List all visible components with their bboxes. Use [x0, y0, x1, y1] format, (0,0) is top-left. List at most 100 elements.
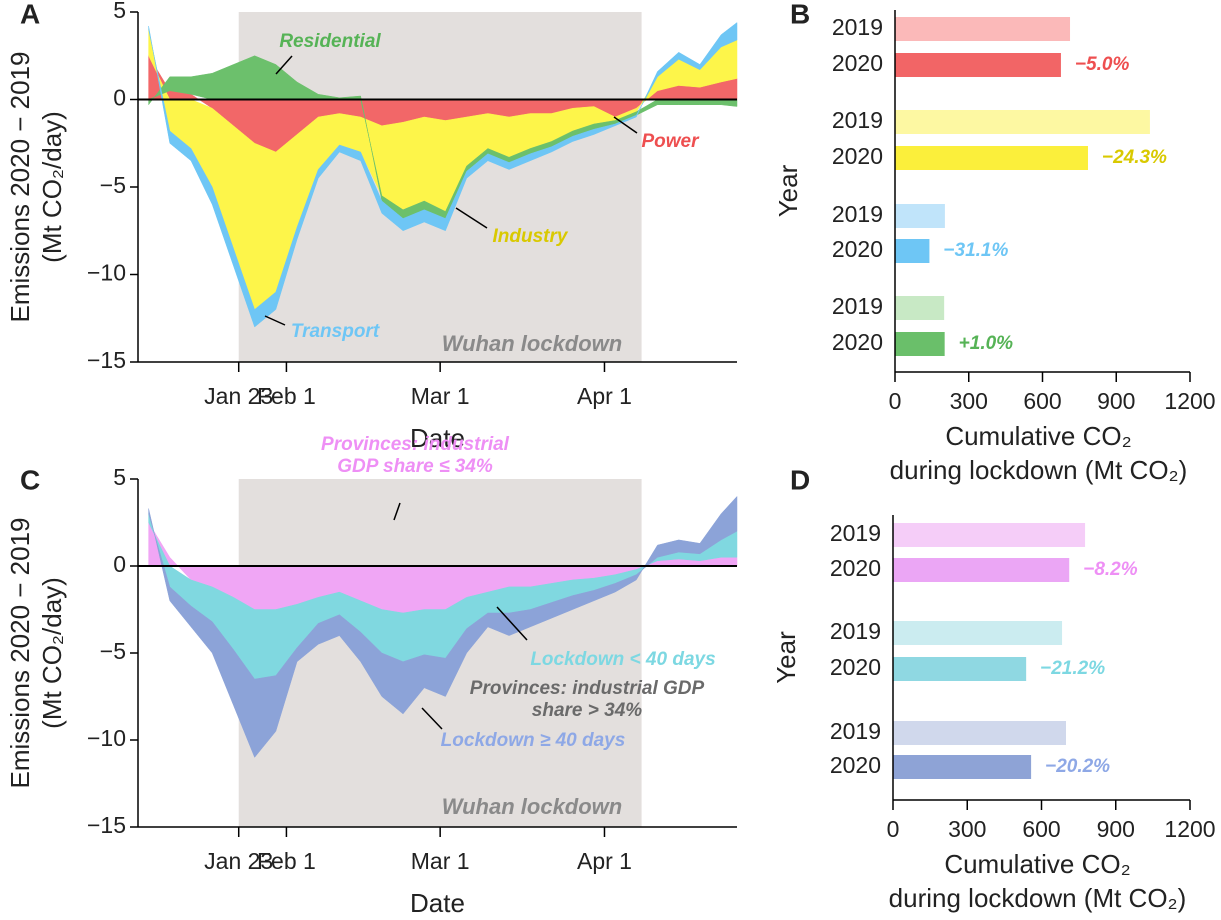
- shade-label: Wuhan lockdown: [442, 331, 622, 356]
- category-label: 2020: [832, 143, 883, 169]
- shade-label: Wuhan lockdown: [442, 794, 622, 819]
- leader-line: [496, 606, 528, 641]
- x-tick-label: 900: [1097, 816, 1135, 842]
- panel-letter: D: [790, 464, 810, 495]
- x-tick-label: Apr 1: [577, 383, 632, 409]
- category-label: 2019: [832, 293, 883, 319]
- change-label: −24.3%: [1102, 147, 1167, 168]
- y-tick-label: −5: [100, 172, 126, 198]
- x-tick-label: 600: [1022, 816, 1060, 842]
- panel-letter: C: [20, 464, 40, 495]
- bar: [895, 239, 930, 263]
- category-label: 2020: [830, 555, 881, 581]
- bar: [895, 53, 1061, 77]
- category-label: 2019: [832, 107, 883, 133]
- bar: [893, 558, 1070, 582]
- group-label: Provinces: industrial GDP share > 34%: [469, 678, 705, 721]
- y-tick-label: 5: [113, 464, 126, 490]
- series-label: Lockdown ≥ 40 days: [441, 730, 626, 751]
- category-label: 2020: [832, 50, 883, 76]
- change-label: −5.0%: [1075, 54, 1130, 75]
- y-axis-label: Year: [771, 631, 801, 684]
- x-tick-label: Feb 1: [257, 383, 316, 409]
- panel-letter: A: [20, 0, 40, 29]
- y-tick-label: −15: [87, 812, 126, 838]
- panel-letter: B: [790, 0, 810, 29]
- y-tick-label: 0: [113, 551, 126, 577]
- category-label: 2019: [832, 14, 883, 40]
- x-axis-label: Date: [410, 888, 465, 918]
- y-tick-label: −15: [87, 347, 126, 373]
- x-tick-label: 1200: [1164, 816, 1215, 842]
- y-tick-label: −10: [87, 260, 126, 286]
- change-label: −20.2%: [1045, 756, 1110, 777]
- x-tick-label: 0: [889, 388, 902, 414]
- change-label: −8.2%: [1083, 559, 1138, 580]
- area: [148, 495, 738, 758]
- bar: [893, 657, 1027, 681]
- series-label: Industry: [493, 226, 569, 247]
- x-tick-label: Jan 23: [204, 383, 273, 409]
- y-axis-label: (Mt CO₂/day): [37, 577, 67, 729]
- x-axis-label: during lockdown (Mt CO₂): [889, 883, 1187, 913]
- bar: [893, 721, 1067, 745]
- x-tick-label: Feb 1: [257, 848, 316, 874]
- category-label: 2019: [830, 718, 881, 744]
- x-tick-label: Mar 1: [411, 848, 470, 874]
- category-label: 2020: [830, 654, 881, 680]
- x-tick-label: 900: [1097, 388, 1135, 414]
- category-label: 2019: [830, 618, 881, 644]
- series-label: Transport: [291, 321, 380, 342]
- bar: [893, 755, 1032, 779]
- bar: [895, 296, 945, 320]
- y-tick-label: 5: [113, 0, 126, 23]
- change-label: −21.2%: [1040, 658, 1105, 679]
- x-tick-label: 1200: [1164, 388, 1215, 414]
- x-tick-label: 300: [950, 388, 988, 414]
- category-label: 2020: [832, 329, 883, 355]
- y-axis-label: Emissions 2020 − 2019: [5, 51, 35, 322]
- bar: [895, 110, 1150, 134]
- series-label: Power: [641, 131, 700, 152]
- series-label: Lockdown < 40 days: [530, 649, 715, 670]
- y-axis-label: (Mt CO₂/day): [37, 111, 67, 263]
- x-axis-label: Date: [410, 423, 465, 453]
- bar: [895, 17, 1071, 41]
- series-label: Provinces: industrial GDP share ≤ 34%: [321, 434, 509, 477]
- x-tick-label: Jan 23: [204, 848, 273, 874]
- leader-line: [264, 315, 286, 326]
- bar: [893, 621, 1063, 645]
- leader-line: [421, 707, 443, 730]
- y-axis-label: Year: [773, 164, 803, 217]
- y-tick-label: −5: [100, 638, 126, 664]
- category-label: 2020: [830, 752, 881, 778]
- category-label: 2019: [832, 201, 883, 227]
- series-label: Residential: [279, 31, 381, 52]
- change-label: +1.0%: [959, 333, 1014, 354]
- change-label: −31.1%: [943, 240, 1008, 261]
- x-tick-label: 300: [948, 816, 986, 842]
- leader-line: [455, 207, 488, 229]
- leader-line: [275, 55, 293, 75]
- y-tick-label: −10: [87, 725, 126, 751]
- x-tick-label: 0: [887, 816, 900, 842]
- leader-line: [613, 116, 638, 134]
- y-axis-label: Emissions 2020 − 2019: [5, 517, 35, 788]
- area: [148, 21, 738, 328]
- bar: [895, 332, 945, 356]
- bar: [895, 204, 945, 228]
- bar: [895, 146, 1088, 170]
- y-tick-label: 0: [113, 85, 126, 111]
- x-axis-label: Cumulative CO₂: [945, 421, 1131, 451]
- category-label: 2020: [832, 236, 883, 262]
- category-label: 2019: [830, 520, 881, 546]
- bar: [893, 523, 1086, 547]
- leader-line: [393, 502, 401, 521]
- x-axis-label: Cumulative CO₂: [944, 849, 1130, 879]
- x-tick-label: 600: [1023, 388, 1061, 414]
- x-tick-label: Apr 1: [577, 848, 632, 874]
- x-tick-label: Mar 1: [411, 383, 470, 409]
- x-axis-label: during lockdown (Mt CO₂): [890, 455, 1188, 485]
